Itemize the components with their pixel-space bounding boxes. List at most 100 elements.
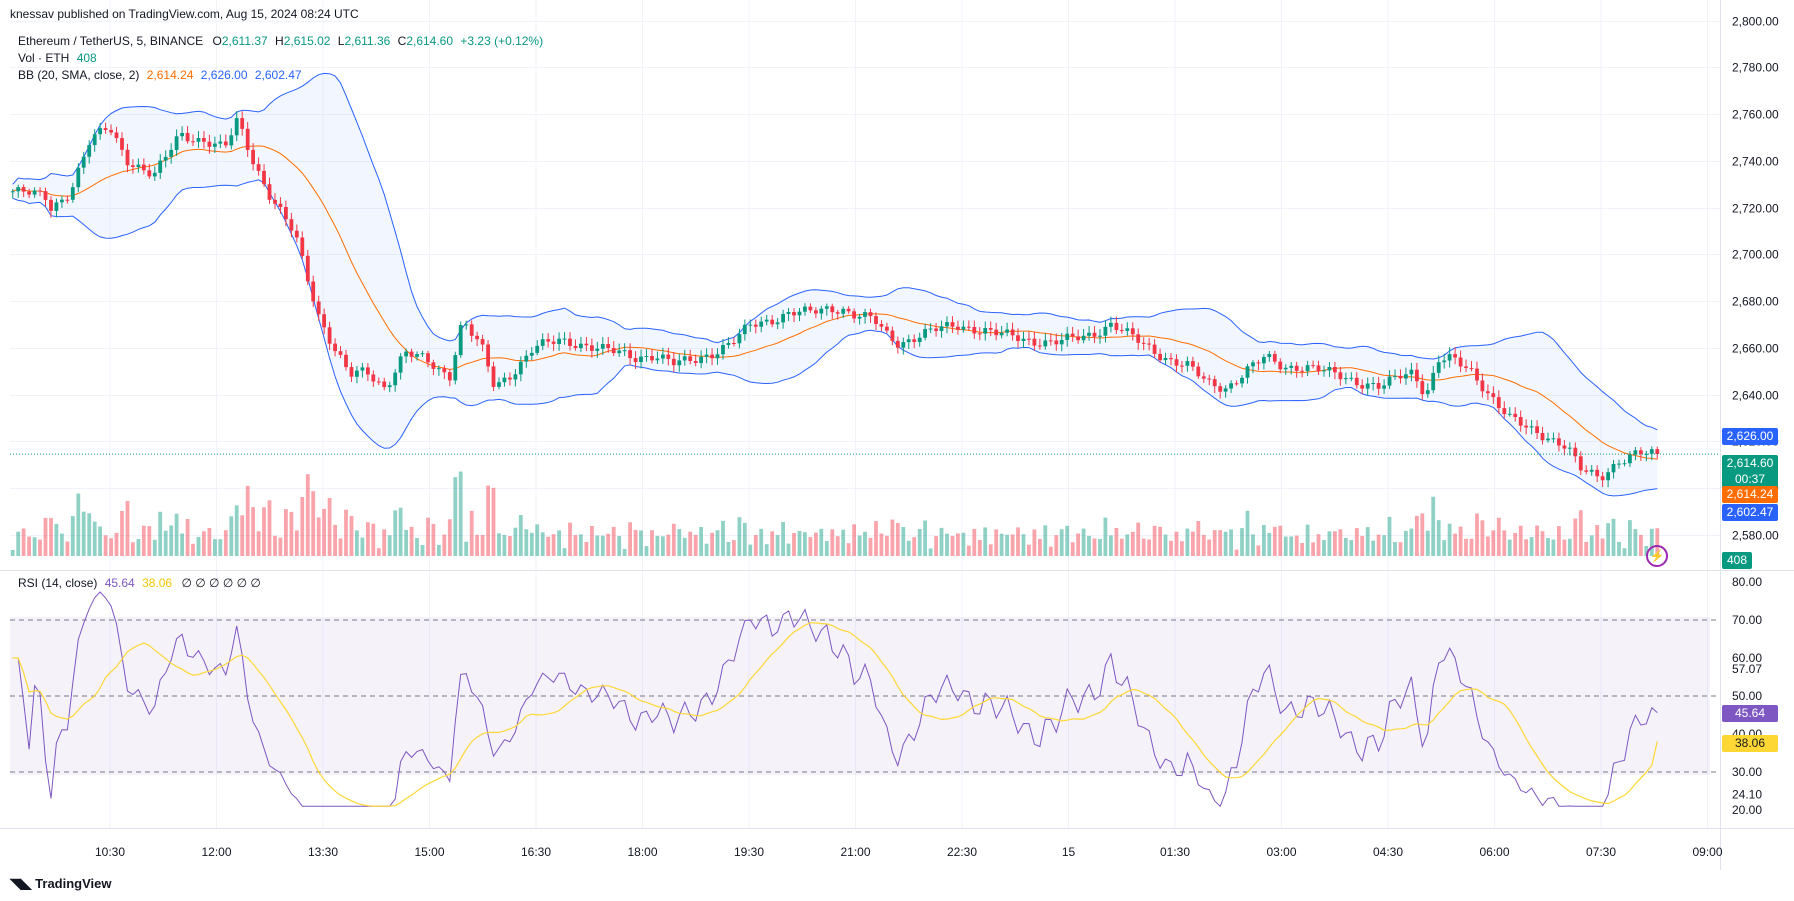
candle	[1529, 420, 1534, 435]
volume-bar	[1409, 528, 1414, 556]
time-tick-label: 15:00	[414, 845, 444, 859]
volume-bar	[1130, 531, 1135, 556]
candle	[1005, 322, 1009, 337]
volume-bar	[491, 487, 496, 556]
candle	[426, 350, 430, 368]
volume-bar	[1333, 531, 1337, 556]
candle	[562, 332, 567, 345]
bollinger-upper-line	[12, 72, 1658, 431]
volume-bar	[1611, 518, 1616, 556]
volume-bar	[294, 530, 299, 556]
candle	[1611, 459, 1616, 479]
price-tick-label: 2,660.00	[1732, 342, 1779, 356]
candle	[1223, 385, 1228, 398]
candle	[1185, 356, 1190, 372]
candle	[49, 196, 53, 218]
rsi-axis[interactable]: 80.0070.0060.0057.0750.0040.0030.0024.10…	[1732, 575, 1762, 817]
volume-bar	[1234, 549, 1239, 556]
volume-bar	[49, 518, 53, 556]
candle	[1584, 465, 1589, 475]
candle	[1562, 439, 1567, 456]
volume-legend[interactable]: Vol · ETH 408	[18, 51, 97, 65]
volume-bar	[223, 530, 228, 556]
volume-bar	[1272, 526, 1277, 556]
volume-bar	[338, 538, 343, 556]
volume-bar	[1098, 538, 1102, 556]
candle	[32, 187, 37, 198]
volume-bar	[1436, 520, 1441, 556]
candle	[1207, 374, 1212, 386]
volume-bar	[305, 474, 310, 556]
volume-bar	[1278, 525, 1283, 556]
volume-bar	[934, 536, 938, 556]
candle	[879, 320, 884, 332]
candle	[770, 315, 775, 328]
volume-bar	[278, 537, 283, 556]
volume-bar	[180, 533, 184, 556]
price-tick-label: 2,780.00	[1732, 61, 1779, 75]
volume-bar	[628, 522, 632, 556]
rsi-legend[interactable]: RSI (14, close) 45.64 38.06 ∅ ∅ ∅ ∅ ∅ ∅	[18, 576, 261, 590]
volume-bar	[1196, 521, 1201, 556]
volume-bar	[1486, 536, 1490, 556]
rsi-tick-label: 80.00	[1732, 575, 1762, 589]
volume-bar	[988, 544, 993, 556]
open-label: O	[212, 34, 222, 48]
candle	[333, 338, 337, 357]
volume-bar	[371, 523, 376, 556]
candle	[360, 362, 365, 378]
candle	[1644, 450, 1649, 462]
volume-bar	[950, 535, 955, 556]
bollinger-legend[interactable]: BB (20, SMA, close, 2) 2,614.24 2,626.00…	[18, 68, 302, 82]
candlesticks	[10, 111, 1660, 488]
volume-bar	[409, 526, 414, 556]
candle	[617, 343, 622, 357]
volume-bar	[529, 532, 534, 556]
time-tick-label: 15	[1062, 845, 1076, 859]
candle	[21, 184, 26, 197]
candle	[1338, 366, 1343, 386]
volume-bar	[677, 529, 682, 556]
volume-bar	[1546, 538, 1550, 556]
symbol-legend[interactable]: Ethereum / TetherUS, 5, BINANCE O2,611.3…	[18, 34, 543, 48]
time-tick-label: 16:30	[521, 845, 551, 859]
candle	[1130, 322, 1135, 341]
candle	[595, 341, 600, 358]
candle	[54, 198, 59, 218]
lightning-icon[interactable]: ⚡	[1646, 545, 1668, 567]
candle	[1327, 362, 1332, 378]
bollinger-band-fill	[12, 73, 1658, 496]
volume-bar	[1218, 530, 1223, 556]
candle	[1048, 333, 1053, 346]
candle	[344, 349, 348, 371]
volume-bar	[1289, 536, 1294, 556]
candle	[1628, 451, 1632, 468]
candle	[1513, 407, 1518, 422]
volume-bar	[1507, 539, 1512, 556]
bollinger-upper-value: 2,626.00	[200, 68, 248, 82]
candle	[917, 332, 922, 347]
volume-bar	[16, 531, 21, 556]
volume-bar	[1393, 542, 1397, 556]
volume-bar	[267, 500, 272, 556]
volume-bar	[1043, 525, 1048, 556]
volume-bar	[568, 522, 572, 556]
volume-bar	[535, 524, 540, 556]
volume-bar	[65, 541, 70, 556]
tradingview-logo[interactable]: ◥◣ TradingView	[10, 875, 112, 892]
time-tick-label: 22:30	[947, 845, 977, 859]
candle	[1316, 360, 1321, 375]
candle	[284, 200, 288, 227]
candle	[792, 308, 796, 323]
candle	[1360, 379, 1365, 394]
candle	[819, 305, 824, 320]
candle	[1551, 432, 1556, 443]
volume-bar	[753, 535, 758, 556]
candle	[1092, 326, 1097, 344]
volume-bar	[360, 537, 365, 556]
volume-bar	[1557, 526, 1561, 556]
candle	[1272, 350, 1277, 365]
candle	[1398, 369, 1403, 384]
time-axis[interactable]: 10:30 12:00 13:30 15:00 16:30 18:00 19:30 21:00…	[95, 845, 1723, 859]
